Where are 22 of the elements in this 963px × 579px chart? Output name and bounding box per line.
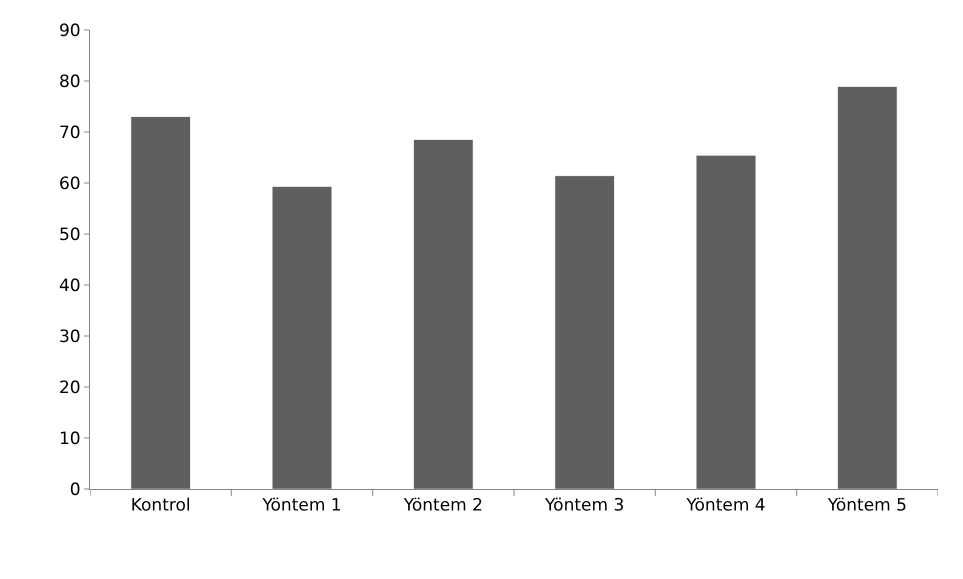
bar — [413, 139, 474, 489]
bar — [696, 155, 756, 489]
y-tick-label: 40 — [58, 276, 81, 296]
y-tick-label: 50 — [58, 224, 81, 245]
y-tick-label: 30 — [58, 326, 81, 347]
y-tick-label: 80 — [58, 72, 81, 92]
x-tick-label: Yöntem 3 — [544, 495, 624, 516]
bar — [130, 116, 191, 489]
y-tick-label: 0 — [70, 480, 81, 500]
y-tick-label: 20 — [58, 378, 81, 398]
y-tick-label: 70 — [58, 122, 81, 143]
bar — [272, 186, 332, 489]
x-tick-label: Yöntem 2 — [402, 495, 483, 516]
x-tick-label: Yöntem 4 — [685, 495, 766, 516]
x-tick-label: Yöntem 5 — [826, 495, 907, 516]
y-tick-label: 90 — [58, 20, 81, 41]
y-tick-label: 60 — [58, 174, 81, 194]
x-tick-label: Yöntem 1 — [261, 495, 342, 516]
bar — [837, 86, 898, 489]
y-tick-label: 10 — [58, 428, 81, 449]
bar — [554, 176, 615, 489]
x-tick-label: Kontrol — [130, 495, 191, 516]
